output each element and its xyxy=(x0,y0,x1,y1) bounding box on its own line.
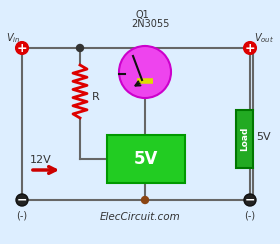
Text: $V_{out}$: $V_{out}$ xyxy=(254,31,274,45)
Circle shape xyxy=(244,42,256,54)
Circle shape xyxy=(119,46,171,98)
Text: 2N3055: 2N3055 xyxy=(131,19,169,29)
Circle shape xyxy=(16,42,28,54)
Text: Load: Load xyxy=(240,127,249,151)
Circle shape xyxy=(76,44,83,51)
Circle shape xyxy=(16,194,28,206)
Text: R: R xyxy=(92,92,100,102)
Text: 5V: 5V xyxy=(134,150,158,168)
Text: $V_{in}$: $V_{in}$ xyxy=(6,31,20,45)
Text: 5V: 5V xyxy=(256,132,271,142)
Text: +: + xyxy=(245,42,255,55)
Text: 12V: 12V xyxy=(30,155,52,165)
Bar xyxy=(107,135,185,183)
Circle shape xyxy=(141,196,148,203)
Text: ElecCircuit.com: ElecCircuit.com xyxy=(100,212,180,222)
Text: −: − xyxy=(245,194,255,207)
Bar xyxy=(236,110,253,168)
Text: (-): (-) xyxy=(244,210,256,220)
Text: −: − xyxy=(17,194,27,207)
Text: Q1: Q1 xyxy=(135,10,149,20)
Text: +: + xyxy=(17,42,27,55)
Circle shape xyxy=(244,194,256,206)
Text: (-): (-) xyxy=(17,210,27,220)
